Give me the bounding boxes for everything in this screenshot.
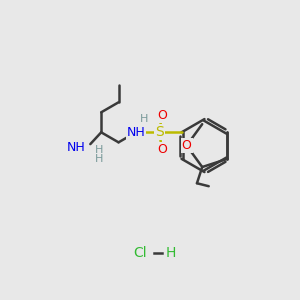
Text: O: O [157, 143, 167, 156]
Text: O: O [157, 109, 167, 122]
Text: H: H [166, 246, 176, 260]
Text: H: H [94, 154, 103, 164]
Text: NH: NH [127, 126, 145, 139]
Text: H: H [94, 145, 103, 155]
Text: S: S [155, 125, 164, 139]
Text: H: H [140, 114, 148, 124]
Text: O: O [182, 139, 192, 152]
Text: Cl: Cl [133, 246, 146, 260]
Text: NH: NH [67, 141, 86, 154]
